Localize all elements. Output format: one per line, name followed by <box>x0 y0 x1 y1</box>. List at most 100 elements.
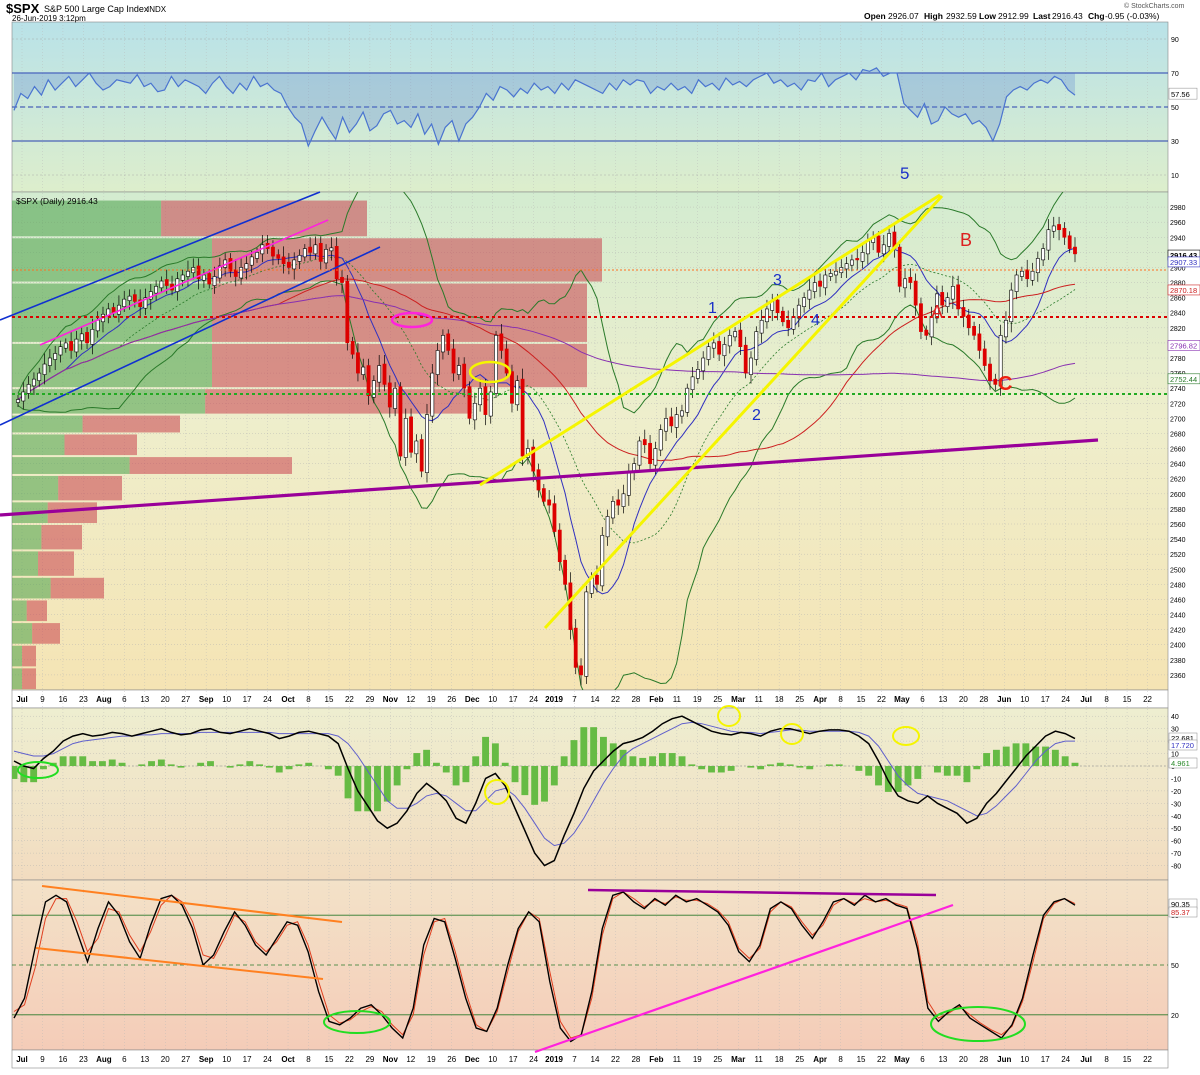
date-tick-label: 13 <box>140 695 149 704</box>
macd-histogram-bar <box>157 759 165 766</box>
macd-histogram-bar <box>835 764 843 766</box>
date-tick-label-bottom: 10 <box>1020 1055 1029 1064</box>
stochastic-layer <box>12 891 1168 1043</box>
macd-histogram-bar <box>521 766 529 796</box>
candle-body <box>186 270 190 277</box>
date-tick-label-bottom: 18 <box>775 1055 784 1064</box>
date-tick-label-bottom: 25 <box>713 1055 722 1064</box>
candle-body <box>122 298 127 307</box>
date-tick-label-bottom: 16 <box>58 1055 67 1064</box>
candle-body <box>154 286 158 294</box>
date-tick-label: 10 <box>222 695 231 704</box>
price-tick-label: 2640 <box>1170 462 1186 469</box>
price-tick-label: 2520 <box>1170 552 1186 559</box>
candle-body <box>58 346 63 356</box>
candle-body <box>42 363 47 375</box>
volume-by-price-up <box>12 457 130 474</box>
date-tick-label-bottom: 12 <box>406 1055 415 1064</box>
candle-body <box>579 665 583 676</box>
candle-body <box>249 256 254 266</box>
volume-by-price-down <box>82 415 180 433</box>
magenta-highlight-circle <box>390 311 434 329</box>
date-tick-label: 11 <box>673 695 682 704</box>
candle-body <box>685 387 690 413</box>
candle-body <box>164 279 169 286</box>
candle-body <box>940 292 945 306</box>
candle-body <box>823 274 828 289</box>
candle-body <box>658 429 663 451</box>
candle-body <box>308 246 313 253</box>
date-tick-label-bottom: 28 <box>631 1055 640 1064</box>
macd-value-label: 22.681 <box>1171 734 1194 743</box>
macd-highlight-circle <box>892 726 920 746</box>
high-value: 2932.59 <box>946 11 977 21</box>
candle-body <box>90 329 95 345</box>
candle-body <box>467 386 472 419</box>
candle-body <box>419 439 424 472</box>
stochastic-green-circle-right <box>930 1006 1026 1042</box>
date-tick-label-bottom: 24 <box>1061 1055 1070 1064</box>
volume-by-price-up <box>12 415 83 433</box>
wave-b-label: B <box>960 230 972 250</box>
price-tick-label: 2500 <box>1170 567 1186 574</box>
macd-histogram-bar <box>1032 746 1040 766</box>
candle-body <box>828 273 833 277</box>
candle-body <box>510 371 514 404</box>
candle-body <box>47 357 52 366</box>
macd-histogram-bar <box>806 766 814 770</box>
volume-by-price-up <box>12 389 206 414</box>
candle-body <box>653 448 658 466</box>
macd-histogram-bar <box>256 764 264 766</box>
blue-channel-lower-line <box>0 246 381 426</box>
stochastic-green-circle-left <box>323 1010 391 1034</box>
date-tick-label: 17 <box>509 695 518 704</box>
macd-histogram-bar <box>1012 743 1020 766</box>
volume-by-price-up <box>12 668 23 689</box>
yellow-wedge-lower-line <box>543 194 944 630</box>
date-tick-label-bottom: 22 <box>345 1055 354 1064</box>
candle-body <box>143 297 148 309</box>
candle-body <box>21 391 26 402</box>
volume-by-price-down <box>212 343 587 388</box>
date-tick-label: 27 <box>181 695 190 704</box>
candle-body <box>988 363 992 381</box>
date-tick-label: 19 <box>693 695 702 704</box>
macd-histogram-bar <box>148 761 155 766</box>
macd-histogram-bar <box>550 766 558 786</box>
date-tick-label: 29 <box>365 695 374 704</box>
date-tick-label-bottom: Jul <box>16 1055 28 1064</box>
candle-body <box>972 326 976 336</box>
volume-by-price-up <box>12 238 212 282</box>
macd-histogram-bar <box>600 736 607 766</box>
macd-histogram-bar <box>432 762 440 766</box>
macd-histogram-bar <box>580 727 588 766</box>
date-tick-label-bottom: Jul <box>1080 1055 1092 1064</box>
candle-body <box>807 289 812 300</box>
candle-body <box>409 416 413 453</box>
candle-body <box>425 414 429 473</box>
candle-body <box>132 294 137 302</box>
price-tick-label: 2560 <box>1170 522 1186 529</box>
macd-histogram-bar <box>904 766 912 786</box>
macd-tick-label: -20 <box>1171 789 1181 796</box>
datetime: 26-Jun-2019 3:12pm <box>12 14 86 23</box>
date-tick-label-bottom: 10 <box>222 1055 231 1064</box>
macd-histogram-bar <box>197 762 205 766</box>
candle-body <box>292 259 297 270</box>
macd-histogram-bar <box>472 756 480 766</box>
date-tick-label-bottom: 6 <box>122 1055 127 1064</box>
price-value-label: 2907.33 <box>1170 258 1197 267</box>
candle-body <box>16 399 20 403</box>
macd-histogram-bar <box>560 756 568 766</box>
candle-body <box>1067 235 1072 249</box>
candle-body <box>913 280 918 306</box>
macd-histogram-bar <box>501 762 509 766</box>
macd-histogram-bar <box>1022 743 1030 766</box>
date-tick-label-bottom: 11 <box>755 1055 764 1064</box>
price-tick-label: 2820 <box>1170 326 1186 333</box>
date-tick-label-bottom: 8 <box>838 1055 843 1064</box>
candle-body <box>563 559 567 585</box>
date-tick-label-bottom: 15 <box>1123 1055 1132 1064</box>
candle-body <box>743 344 748 374</box>
date-tick-label: 13 <box>938 695 947 704</box>
